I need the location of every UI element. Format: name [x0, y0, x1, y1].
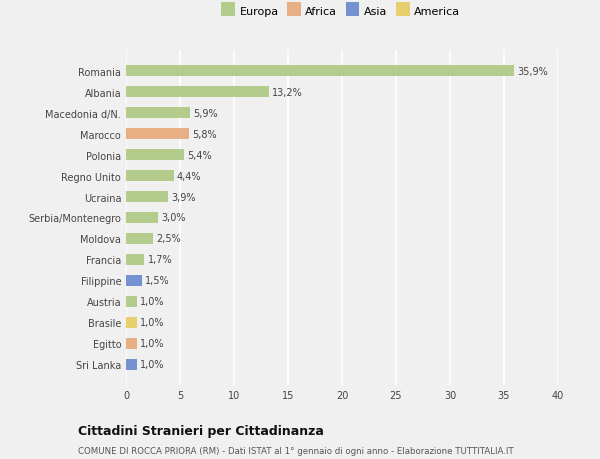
- Text: 3,0%: 3,0%: [161, 213, 186, 223]
- Bar: [126, 275, 142, 286]
- Bar: [126, 170, 173, 182]
- Text: 3,9%: 3,9%: [172, 192, 196, 202]
- Bar: [126, 212, 158, 224]
- Text: 4,4%: 4,4%: [177, 171, 201, 181]
- Text: Cittadini Stranieri per Cittadinanza: Cittadini Stranieri per Cittadinanza: [78, 425, 324, 437]
- Bar: [126, 254, 145, 266]
- Bar: [126, 66, 514, 77]
- Text: COMUNE DI ROCCA PRIORA (RM) - Dati ISTAT al 1° gennaio di ogni anno - Elaborazio: COMUNE DI ROCCA PRIORA (RM) - Dati ISTAT…: [78, 446, 514, 455]
- Bar: [126, 87, 269, 98]
- Bar: [126, 129, 188, 140]
- Bar: [126, 296, 137, 308]
- Bar: [126, 359, 137, 370]
- Legend: Europa, Africa, Asia, America: Europa, Africa, Asia, America: [224, 6, 460, 17]
- Bar: [126, 150, 184, 161]
- Text: 2,5%: 2,5%: [156, 234, 181, 244]
- Text: 1,0%: 1,0%: [140, 318, 164, 328]
- Bar: [126, 191, 168, 203]
- Text: 1,0%: 1,0%: [140, 297, 164, 307]
- Bar: [126, 317, 137, 329]
- Text: 35,9%: 35,9%: [517, 67, 548, 77]
- Bar: [126, 233, 153, 245]
- Text: 5,8%: 5,8%: [192, 129, 217, 139]
- Text: 5,9%: 5,9%: [193, 108, 218, 118]
- Text: 1,0%: 1,0%: [140, 339, 164, 349]
- Text: 13,2%: 13,2%: [272, 87, 302, 97]
- Text: 1,5%: 1,5%: [145, 276, 170, 286]
- Text: 1,0%: 1,0%: [140, 359, 164, 369]
- Bar: [126, 107, 190, 119]
- Text: 5,4%: 5,4%: [188, 150, 212, 160]
- Bar: [126, 338, 137, 349]
- Text: 1,7%: 1,7%: [148, 255, 172, 265]
